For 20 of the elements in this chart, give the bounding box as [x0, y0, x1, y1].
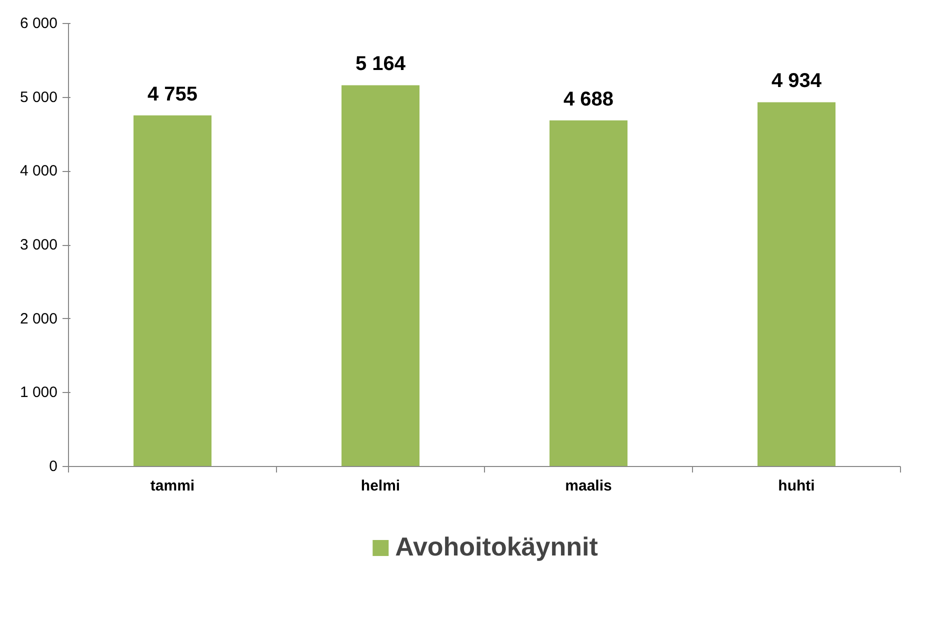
x-tick-label: helmi: [360, 478, 400, 494]
y-tick-label: 0: [49, 458, 58, 475]
bar: [550, 120, 628, 466]
bar: [758, 102, 836, 466]
legend-label: Avohoitokäynnit: [395, 532, 598, 562]
bar: [134, 115, 212, 466]
y-tick-label: 2 000: [20, 310, 58, 328]
data-label: 4 688: [563, 88, 614, 110]
x-tick-label: huhti: [778, 478, 815, 494]
data-label: 5 164: [355, 53, 406, 76]
data-label: 4 755: [147, 83, 198, 106]
bar: [342, 85, 420, 466]
x-tick-label: maalis: [565, 478, 612, 494]
y-tick-label: 6 000: [20, 15, 58, 32]
x-tick-label: tammi: [150, 478, 195, 494]
y-tick-label: 4 000: [20, 162, 58, 180]
y-tick-label: 3 000: [20, 236, 58, 254]
data-label: 4 934: [771, 70, 822, 92]
y-tick-label: 1 000: [20, 384, 58, 402]
y-tick-label: 5 000: [20, 88, 58, 106]
